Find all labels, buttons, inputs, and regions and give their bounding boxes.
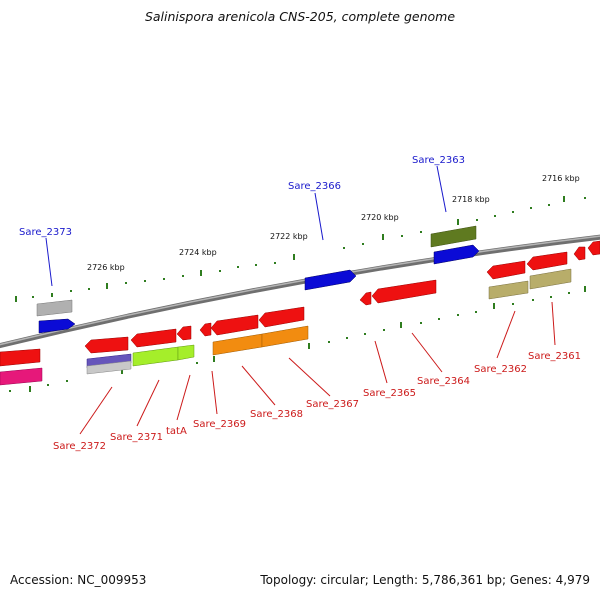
gene-arrow-reverse[interactable] [573,246,586,261]
gene-arrow-reverse[interactable] [359,291,372,306]
gene-label-sare-2364[interactable]: Sare_2364 [417,376,470,387]
gene-label-sare-2366[interactable]: Sare_2366 [288,181,341,192]
gene-arrow-reverse[interactable] [0,348,41,367]
scale-label-2718: 2718 kbp [452,195,490,204]
gene-label-sare-2362[interactable]: Sare_2362 [474,364,527,375]
forward-genes [36,225,480,334]
gene-block-khaki[interactable] [488,280,529,300]
gene-arrow-reverse[interactable] [210,314,259,336]
gene-label-sare-2367[interactable]: Sare_2367 [306,399,359,410]
map-title: Salinispora arenicola CNS-205, complete … [144,9,456,24]
gene-label-sare-2365[interactable]: Sare_2365 [363,388,416,399]
gene-label-tata[interactable]: tatA [166,426,187,437]
gene-arrow-reverse[interactable] [130,328,177,348]
gene-label-sare-2372[interactable]: Sare_2372 [53,441,106,452]
gene-arrow-reverse[interactable] [526,251,568,271]
lower-scale-ticks [9,286,586,392]
scale-label-2722: 2722 kbp [270,232,308,241]
gene-arrow-forward[interactable] [304,269,357,291]
upper-scale-ticks [15,196,586,302]
gene-block-magenta[interactable] [0,367,43,386]
reverse-genes [0,240,600,386]
gene-block-olive[interactable] [430,225,477,248]
gene-label-sare-2368[interactable]: Sare_2368 [250,409,303,420]
gene-arrow-reverse[interactable] [199,322,212,337]
gene-arrow-forward[interactable] [433,244,480,265]
reverse-gene-labels: Sare_2372 Sare_2371 tatA Sare_2369 Sare_… [53,301,581,452]
gene-block-lime[interactable] [177,344,195,361]
gene-arrow-reverse[interactable] [371,279,437,304]
gene-block-grey[interactable] [86,360,132,375]
genome-backbone [0,234,600,349]
gene-arrow-reverse[interactable] [176,325,192,341]
gene-label-sare-2369[interactable]: Sare_2369 [193,419,246,430]
gene-arrow-reverse[interactable] [486,260,526,280]
gene-block-orange[interactable] [212,333,263,356]
gene-arrow-reverse[interactable] [587,240,600,256]
gene-label-sare-2373[interactable]: Sare_2373 [19,227,72,238]
scale-label-2726: 2726 kbp [87,263,125,272]
genome-summary-text: Topology: circular; Length: 5,786,361 bp… [260,573,590,587]
scale-label-2720: 2720 kbp [361,213,399,222]
gene-block-khaki[interactable] [529,268,572,290]
forward-gene-labels: Sare_2373 Sare_2366 Sare_2363 [19,155,465,287]
gene-block-grey[interactable] [36,299,73,317]
accession-text: Accession: NC_009953 [10,573,147,587]
gene-label-sare-2371[interactable]: Sare_2371 [110,432,163,443]
gene-arrow-forward[interactable] [38,318,76,334]
scale-label-2716: 2716 kbp [542,174,580,183]
gene-label-sare-2363[interactable]: Sare_2363 [412,155,465,166]
gene-arrow-reverse[interactable] [258,306,305,328]
gene-arrow-reverse[interactable] [84,336,129,354]
gene-label-sare-2361[interactable]: Sare_2361 [528,351,581,362]
gene-block-orange[interactable] [261,325,309,348]
gene-block-lime[interactable] [132,346,179,367]
scale-label-2724: 2724 kbp [179,248,217,257]
